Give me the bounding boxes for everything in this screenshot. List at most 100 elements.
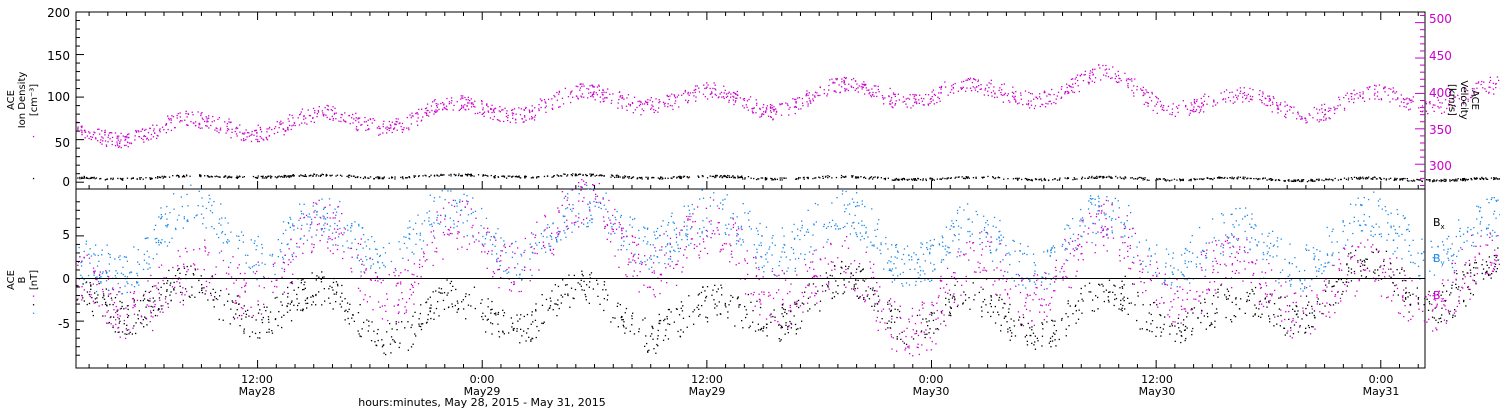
by-sample: [1092, 231, 1094, 234]
by-sample: [321, 198, 323, 200]
by-sample: [160, 207, 162, 209]
density-sample: [1084, 177, 1086, 179]
velocity-sample: [775, 113, 777, 115]
velocity-sample: [1182, 100, 1184, 102]
velocity-sample: [1057, 91, 1060, 93]
by-sample: [726, 194, 728, 196]
density-sample: [1490, 177, 1493, 179]
velocity-sample: [775, 111, 778, 113]
velocity-sample: [1040, 98, 1042, 100]
velocity-sample: [933, 93, 935, 96]
velocity-sample: [127, 146, 129, 148]
velocity-sample: [663, 103, 665, 105]
velocity-sample: [308, 114, 310, 117]
by-sample: [823, 225, 825, 228]
by-sample: [620, 244, 622, 246]
density-sample: [932, 178, 934, 180]
velocity-sample: [994, 96, 996, 99]
by-sample: [669, 242, 671, 244]
velocity-sample: [1162, 106, 1164, 109]
density-sample: [283, 175, 286, 177]
velocity-sample: [1395, 91, 1398, 93]
density-sample: [1485, 177, 1487, 179]
density-sample: [1399, 179, 1401, 181]
by-sample: [238, 239, 241, 241]
by-sample: [205, 207, 208, 210]
velocity-sample: [509, 121, 511, 123]
velocity-sample: [1377, 91, 1379, 93]
velocity-sample: [206, 117, 208, 119]
by-sample: [1451, 266, 1454, 269]
by-sample: [485, 217, 488, 219]
velocity-sample: [639, 101, 641, 103]
by-sample: [377, 261, 379, 263]
density-sample: [1308, 180, 1310, 182]
velocity-sample: [619, 96, 621, 98]
velocity-sample: [227, 128, 229, 130]
by-sample: [1477, 206, 1480, 208]
density-sample: [1401, 178, 1404, 180]
velocity-sample: [1418, 107, 1420, 109]
velocity-point: [706, 98, 709, 100]
velocity-sample: [1250, 98, 1252, 100]
by-point: [1081, 235, 1083, 238]
by-sample: [611, 226, 613, 228]
velocity-sample: [301, 122, 303, 124]
velocity-sample: [303, 118, 305, 120]
velocity-sample: [678, 106, 680, 108]
velocity-sample: [1044, 91, 1046, 93]
density-sample: [1017, 179, 1019, 181]
density-sample: [95, 177, 98, 179]
velocity-sample: [220, 127, 222, 129]
density-sample: [409, 176, 411, 179]
velocity-sample: [553, 94, 555, 97]
density-sample: [773, 179, 775, 181]
velocity-sample: [1143, 92, 1145, 94]
density-sample: [577, 174, 580, 176]
density-sample: [278, 175, 280, 177]
velocity-sample: [1400, 101, 1403, 103]
by-sample: [334, 222, 336, 225]
velocity-sample: [1325, 117, 1327, 119]
by-sample: [202, 217, 205, 219]
velocity-sample: [990, 79, 992, 81]
velocity-sample: [915, 94, 917, 96]
velocity-sample: [1318, 109, 1321, 111]
density-sample: [1226, 177, 1228, 179]
velocity-sample: [353, 118, 355, 120]
by-sample: [813, 224, 815, 226]
by-sample: [699, 228, 701, 230]
density-sample: [1088, 176, 1090, 178]
velocity-sample: [434, 99, 436, 101]
velocity-sample: [1362, 97, 1364, 99]
velocity-sample: [1151, 91, 1153, 94]
by-sample: [306, 239, 308, 241]
velocity-sample: [191, 111, 193, 113]
velocity-sample: [693, 89, 695, 91]
by-sample: [614, 216, 616, 219]
density-sample: [330, 175, 332, 177]
density-sample: [887, 177, 889, 179]
velocity-sample: [1478, 81, 1480, 83]
density-sample: [860, 176, 862, 178]
density-sample: [1123, 178, 1125, 180]
velocity-sample: [1249, 87, 1251, 90]
density-sample: [623, 177, 626, 179]
by-sample: [1397, 213, 1399, 215]
by-sample: [218, 218, 221, 220]
by-point: [32, 312, 35, 314]
velocity-sample: [687, 102, 689, 104]
by-sample: [643, 226, 645, 228]
density-sample: [626, 176, 629, 178]
by-sample: [843, 204, 845, 206]
by-sample: [589, 219, 591, 222]
velocity-sample: [545, 102, 547, 104]
density-sample: [1034, 178, 1037, 180]
velocity-sample: [1000, 94, 1002, 96]
by-sample: [887, 248, 889, 250]
velocity-sample: [341, 114, 343, 116]
density-sample: [383, 177, 385, 179]
velocity-sample: [226, 125, 228, 128]
by-sample: [948, 247, 950, 249]
velocity-sample: [1448, 104, 1451, 106]
